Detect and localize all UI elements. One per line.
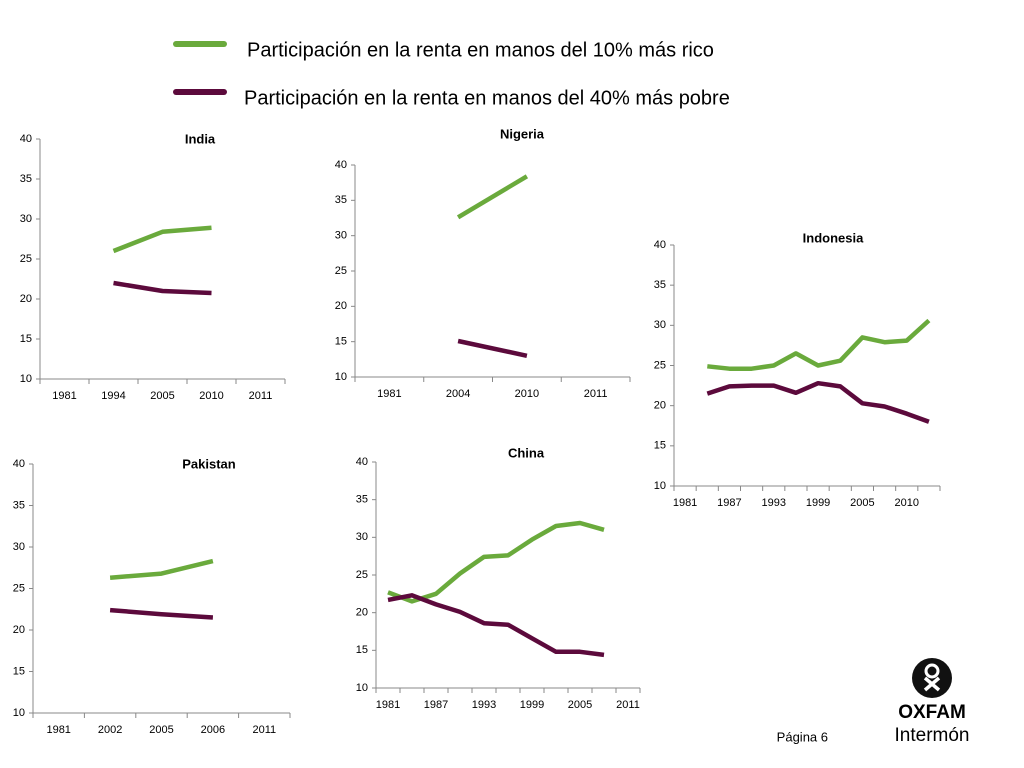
logo-text: OXFAM bbox=[898, 702, 966, 723]
y-tick-label: 40 bbox=[13, 458, 25, 470]
x-tick-label: 1987 bbox=[717, 497, 741, 509]
x-tick-label: 2010 bbox=[199, 390, 223, 402]
x-tick-label: 1999 bbox=[806, 497, 830, 509]
y-tick-label: 15 bbox=[654, 440, 666, 452]
series-line bbox=[109, 558, 214, 580]
x-tick-label: 2005 bbox=[850, 497, 874, 509]
y-tick-label: 20 bbox=[20, 293, 32, 305]
x-tick-label: 2005 bbox=[149, 724, 173, 736]
x-tick-label: 2010 bbox=[895, 497, 919, 509]
x-tick-label: 1981 bbox=[377, 388, 401, 400]
y-tick-label: 15 bbox=[13, 665, 25, 677]
y-tick-label: 15 bbox=[20, 333, 32, 345]
logo-text: Intermón bbox=[895, 725, 970, 746]
logo: OXFAM Intermón bbox=[895, 658, 970, 746]
logo-icon bbox=[923, 676, 941, 692]
y-tick-label: 15 bbox=[335, 336, 347, 348]
chart-title: Indonesia bbox=[803, 230, 864, 245]
series-line bbox=[456, 174, 529, 220]
x-tick-label: 2011 bbox=[584, 388, 608, 400]
y-tick-label: 10 bbox=[654, 480, 666, 492]
x-tick-label: 2011 bbox=[252, 724, 276, 736]
x-tick-label: 2004 bbox=[446, 388, 470, 400]
legend-label: Participación en la renta en manos del 4… bbox=[244, 87, 730, 109]
y-tick-label: 25 bbox=[335, 265, 347, 277]
y-tick-label: 25 bbox=[654, 359, 666, 371]
legend-label: Participación en la renta en manos del 1… bbox=[247, 39, 714, 61]
series-line bbox=[387, 520, 605, 604]
x-tick-label: 1987 bbox=[424, 699, 448, 711]
page-number: Página 6 bbox=[777, 729, 828, 744]
y-tick-label: 15 bbox=[356, 644, 368, 656]
y-tick-label: 30 bbox=[13, 541, 25, 553]
series-line bbox=[109, 607, 214, 620]
y-tick-label: 30 bbox=[356, 531, 368, 543]
y-tick-label: 35 bbox=[20, 173, 32, 185]
series-line bbox=[113, 280, 212, 296]
series-line bbox=[387, 593, 605, 658]
y-tick-label: 30 bbox=[654, 319, 666, 331]
y-tick-label: 40 bbox=[20, 133, 32, 145]
y-tick-label: 20 bbox=[356, 607, 368, 619]
y-tick-label: 35 bbox=[13, 499, 25, 511]
x-tick-label: 1993 bbox=[472, 699, 496, 711]
logo-icon bbox=[924, 663, 940, 679]
y-tick-label: 20 bbox=[654, 400, 666, 412]
x-tick-label: 2005 bbox=[150, 390, 174, 402]
y-tick-label: 25 bbox=[13, 582, 25, 594]
chart-title: Nigeria bbox=[500, 126, 545, 141]
x-tick-label: 1993 bbox=[762, 497, 786, 509]
series-line bbox=[112, 225, 212, 254]
y-tick-label: 35 bbox=[654, 279, 666, 291]
chart-title: China bbox=[508, 445, 545, 460]
x-tick-label: 1994 bbox=[101, 390, 125, 402]
y-tick-label: 40 bbox=[335, 159, 347, 171]
x-tick-label: 2006 bbox=[201, 724, 225, 736]
y-tick-label: 10 bbox=[20, 373, 32, 385]
chart-title: Pakistan bbox=[182, 456, 236, 471]
y-tick-label: 10 bbox=[335, 371, 347, 383]
x-tick-label: 1981 bbox=[46, 724, 70, 736]
y-tick-label: 25 bbox=[356, 569, 368, 581]
x-tick-label: 1981 bbox=[673, 497, 697, 509]
y-tick-label: 35 bbox=[335, 194, 347, 206]
x-tick-label: 2011 bbox=[616, 699, 640, 711]
x-tick-label: 2002 bbox=[98, 724, 122, 736]
x-tick-label: 2005 bbox=[568, 699, 592, 711]
series-line bbox=[706, 380, 930, 424]
x-tick-label: 2011 bbox=[249, 390, 273, 402]
y-tick-label: 40 bbox=[654, 239, 666, 251]
series-line bbox=[457, 338, 528, 358]
chart-title: India bbox=[185, 131, 216, 146]
x-tick-label: 2010 bbox=[515, 388, 539, 400]
x-tick-label: 1981 bbox=[52, 390, 76, 402]
y-tick-label: 10 bbox=[13, 707, 25, 719]
y-tick-label: 20 bbox=[13, 624, 25, 636]
y-tick-label: 30 bbox=[20, 213, 32, 225]
y-tick-label: 35 bbox=[356, 494, 368, 506]
y-tick-label: 10 bbox=[356, 682, 368, 694]
y-tick-label: 40 bbox=[356, 456, 368, 468]
x-tick-label: 1981 bbox=[376, 699, 400, 711]
series-line bbox=[707, 318, 931, 371]
x-tick-label: 1999 bbox=[520, 699, 544, 711]
y-tick-label: 20 bbox=[335, 300, 347, 312]
y-tick-label: 30 bbox=[335, 230, 347, 242]
y-tick-label: 25 bbox=[20, 253, 32, 265]
